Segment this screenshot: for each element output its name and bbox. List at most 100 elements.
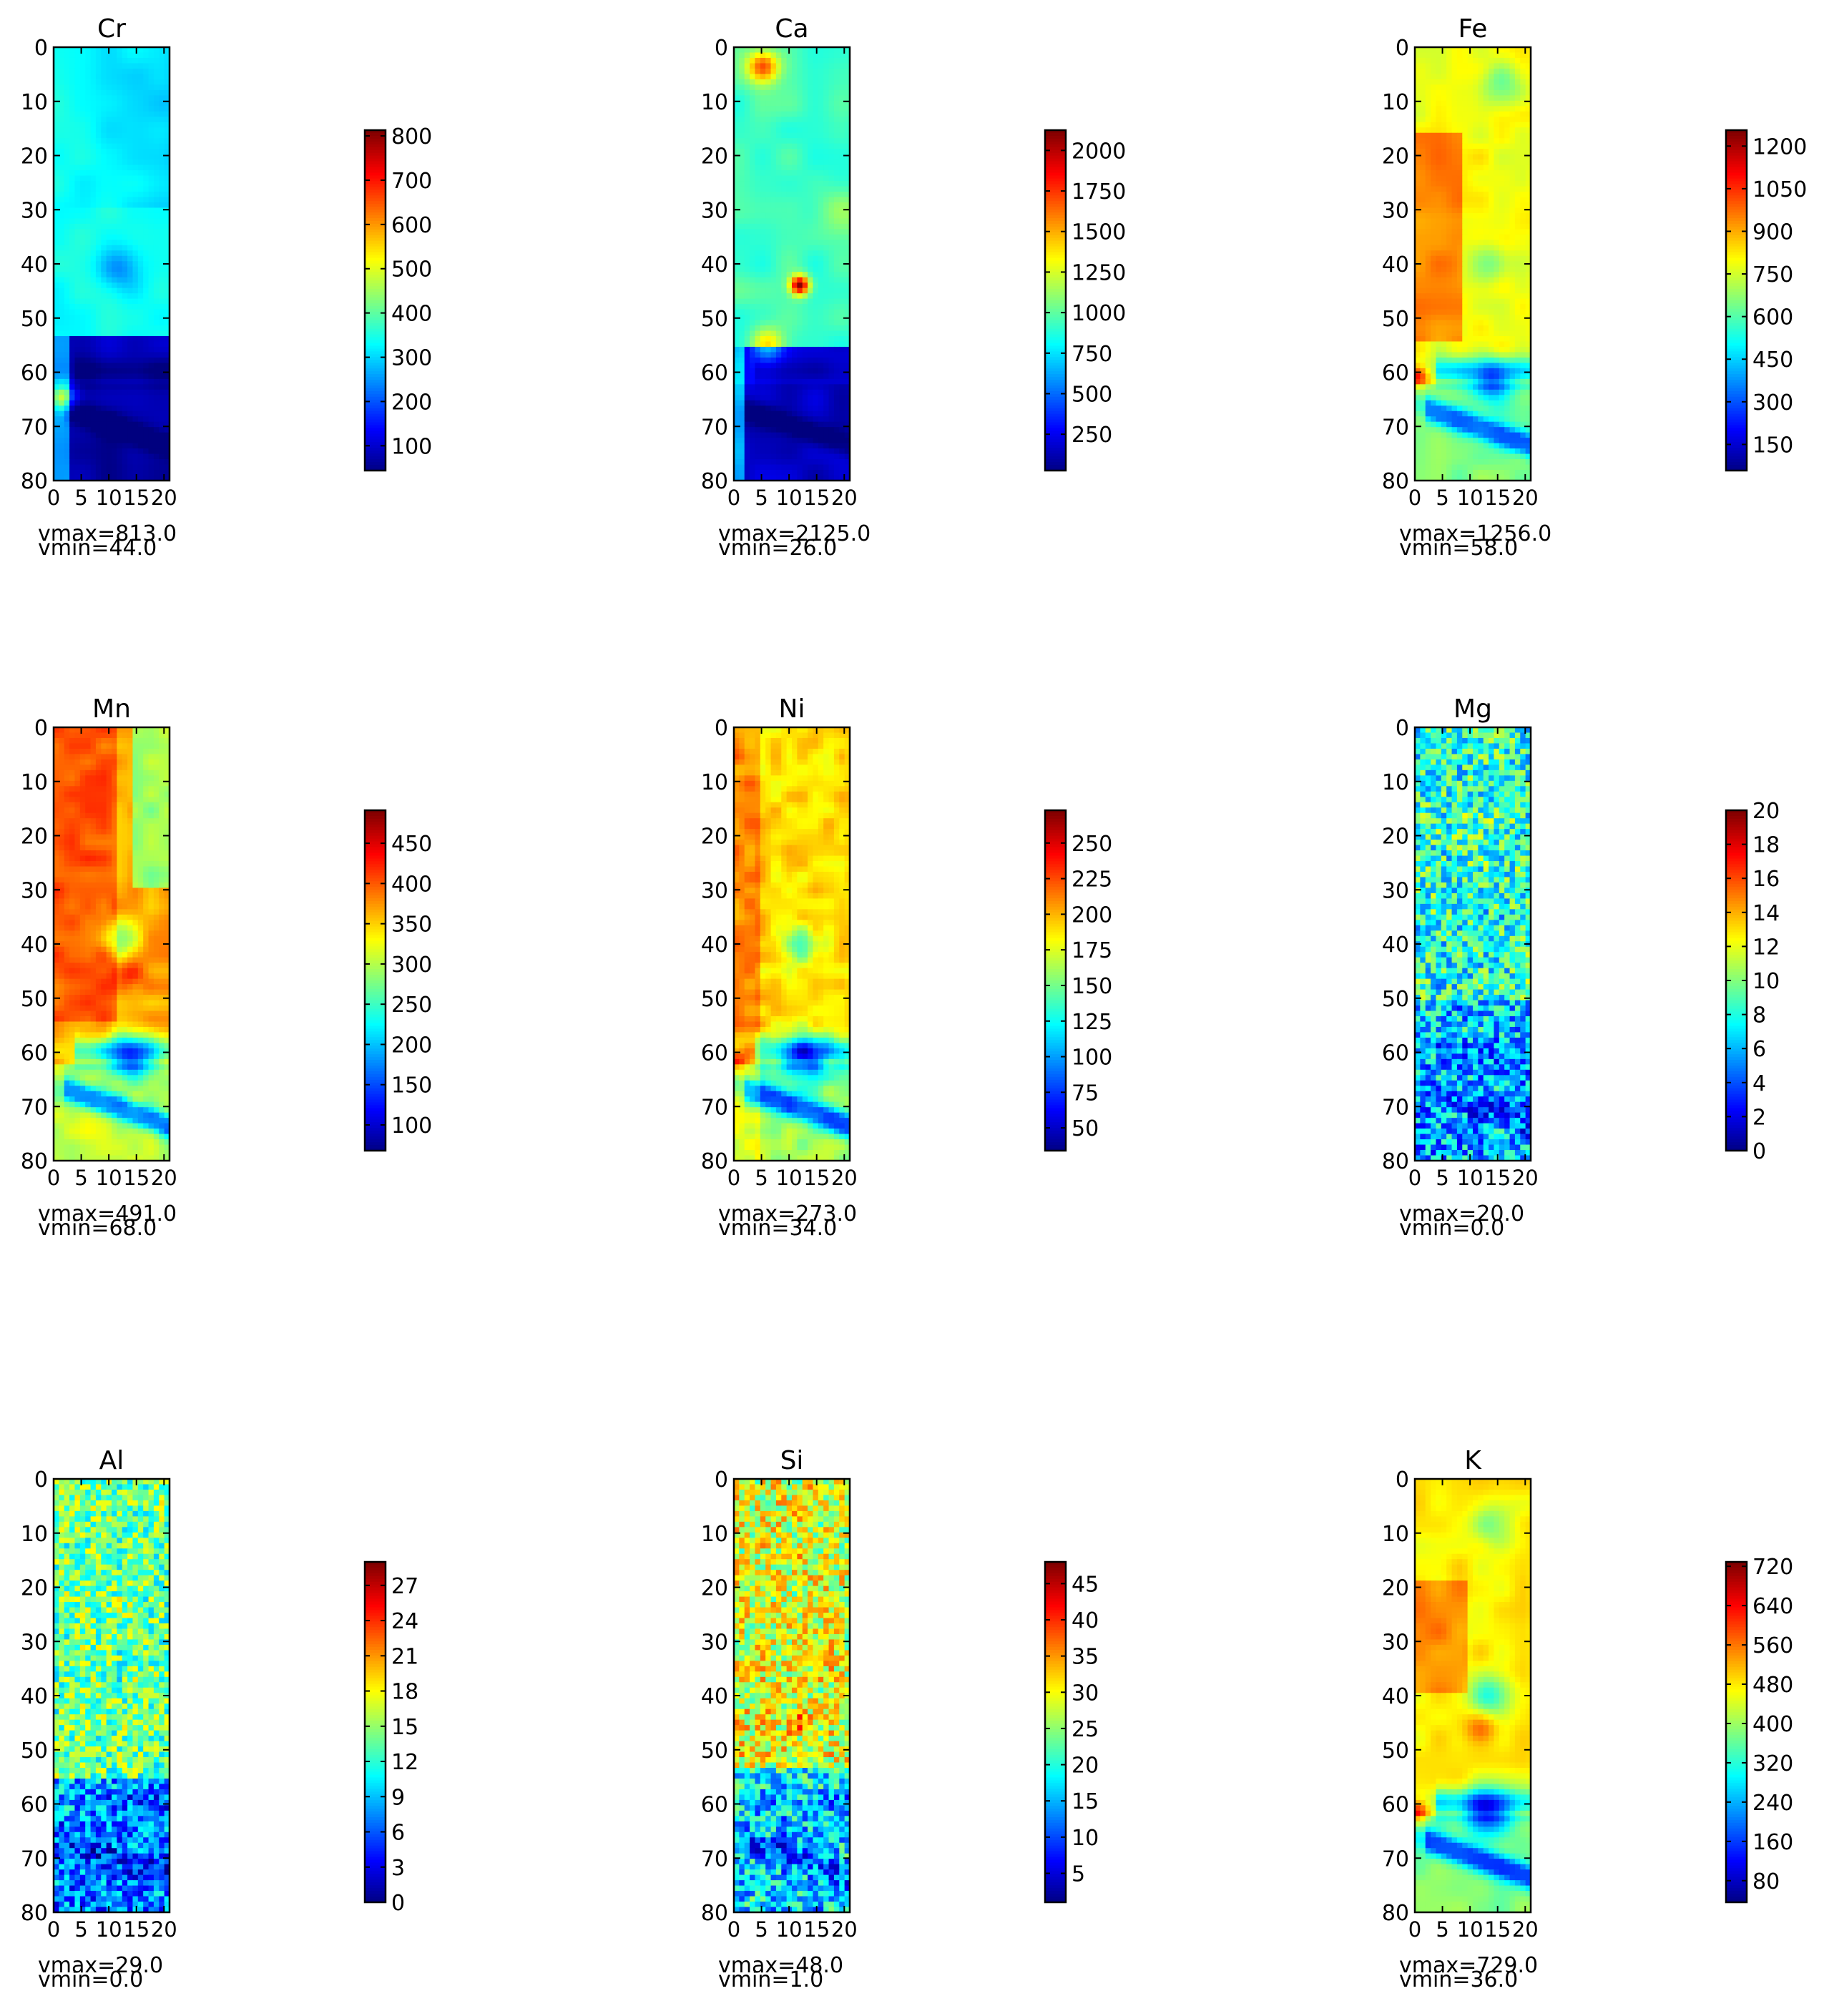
heatmap-cell xyxy=(127,63,134,69)
heatmap-cell xyxy=(818,186,824,192)
heatmap-cell xyxy=(1456,282,1463,289)
heatmap-cell xyxy=(828,192,835,198)
heatmap-cell xyxy=(1431,89,1437,96)
heatmap-cell xyxy=(143,234,149,240)
heatmap-cell xyxy=(1456,154,1463,160)
heatmap-cell xyxy=(1451,181,1458,187)
heatmap-cell xyxy=(69,330,76,337)
heatmap-cell xyxy=(64,368,70,374)
heatmap-cell xyxy=(744,127,750,134)
heatmap-cell xyxy=(1525,95,1531,102)
heatmap-cell xyxy=(1473,52,1479,59)
colorbar-segment xyxy=(365,462,386,466)
heatmap-cell xyxy=(823,320,830,326)
heatmap-cell xyxy=(74,164,81,171)
heatmap-cell xyxy=(1467,277,1474,283)
heatmap-cell xyxy=(153,68,160,75)
colorbar-segment xyxy=(365,300,386,304)
heatmap-cell xyxy=(750,346,756,353)
heatmap-cell xyxy=(770,79,777,85)
heatmap-cell xyxy=(1478,143,1484,149)
heatmap-cell xyxy=(1525,122,1531,128)
y-tick-label: 60 xyxy=(21,361,48,386)
heatmap-cell xyxy=(132,261,139,267)
heatmap-cell xyxy=(59,52,65,59)
heatmap-cell xyxy=(79,389,86,395)
heatmap-cell xyxy=(755,346,761,353)
colorbar-segment xyxy=(1045,272,1066,275)
heatmap-cell xyxy=(808,218,814,225)
heatmap-cell xyxy=(132,427,139,433)
heatmap-cell xyxy=(797,234,803,240)
heatmap-cell xyxy=(1415,277,1421,283)
heatmap-cell xyxy=(159,84,165,91)
heatmap-cell xyxy=(74,186,81,192)
heatmap-cell xyxy=(117,373,123,380)
heatmap-cell xyxy=(734,207,740,214)
heatmap-cell xyxy=(739,229,745,235)
heatmap-cell xyxy=(1504,287,1511,294)
heatmap-cell xyxy=(813,448,819,455)
heatmap-cell xyxy=(159,416,165,423)
colorbar-segment xyxy=(365,252,386,256)
heatmap-cell xyxy=(792,293,798,300)
heatmap-cell xyxy=(775,287,782,294)
heatmap-cell xyxy=(143,293,149,300)
heatmap-cell xyxy=(750,170,756,177)
heatmap-cell xyxy=(143,79,149,85)
heatmap-cell xyxy=(1478,181,1484,187)
heatmap-cell xyxy=(143,405,149,412)
heatmap-cell xyxy=(833,132,840,139)
heatmap-cell xyxy=(143,432,149,438)
heatmap-cell xyxy=(1451,57,1458,64)
heatmap-cell xyxy=(823,111,830,117)
heatmap-cell xyxy=(1473,149,1479,155)
heatmap-cell xyxy=(112,138,117,144)
heatmap-cell xyxy=(117,309,123,315)
heatmap-cell xyxy=(797,52,803,59)
heatmap-cell xyxy=(1425,127,1431,134)
heatmap-cell xyxy=(1415,181,1421,187)
heatmap-cell xyxy=(813,240,819,246)
heatmap-cell xyxy=(786,400,793,406)
heatmap-cell xyxy=(823,470,830,476)
heatmap-cell xyxy=(770,346,777,353)
heatmap-cell xyxy=(143,68,149,75)
heatmap-cell xyxy=(1446,181,1453,187)
heatmap-cell xyxy=(823,363,830,369)
heatmap-cell xyxy=(765,277,772,283)
heatmap-cell xyxy=(1489,186,1495,192)
heatmap-cell xyxy=(106,192,112,198)
heatmap-cell xyxy=(808,368,814,374)
heatmap-cell xyxy=(1425,175,1431,182)
heatmap-cell xyxy=(1494,84,1500,91)
heatmap-cell xyxy=(739,255,745,262)
heatmap-cell xyxy=(127,212,134,220)
heatmap-cell xyxy=(106,74,112,80)
heatmap-cell xyxy=(808,63,814,69)
heatmap-cell xyxy=(1462,100,1468,107)
heatmap-cell xyxy=(101,202,107,209)
heatmap-cell xyxy=(164,186,170,192)
heatmap-cell xyxy=(106,266,112,272)
heatmap-cell xyxy=(813,405,819,412)
colorbar-segment xyxy=(1045,345,1066,350)
heatmap-cell xyxy=(781,470,788,476)
heatmap-cell xyxy=(101,282,107,289)
heatmap-cell xyxy=(112,325,117,332)
heatmap-cell xyxy=(127,266,134,272)
heatmap-cell xyxy=(137,389,144,395)
heatmap-cell xyxy=(765,272,772,278)
heatmap-cell xyxy=(813,389,819,395)
heatmap-cell xyxy=(79,470,86,476)
heatmap-cell xyxy=(786,389,793,395)
heatmap-cell xyxy=(1473,192,1479,198)
heatmap-cell xyxy=(74,363,81,369)
heatmap-cell xyxy=(164,400,170,406)
heatmap-cell xyxy=(148,352,155,358)
heatmap-cell xyxy=(159,427,165,433)
heatmap-cell xyxy=(79,138,86,144)
heatmap-cell xyxy=(137,57,144,64)
heatmap-cell xyxy=(1415,293,1421,300)
heatmap-cell xyxy=(765,438,772,444)
